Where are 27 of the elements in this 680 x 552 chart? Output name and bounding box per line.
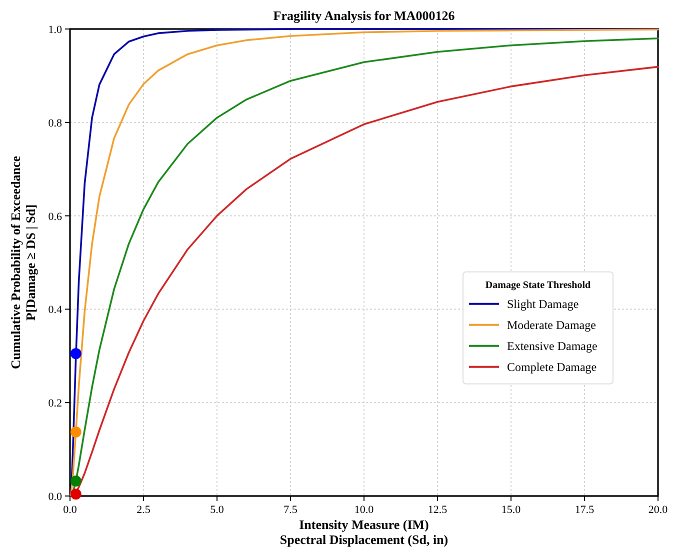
x-tick-label: 5.0 (210, 504, 224, 516)
legend-label: Complete Damage (507, 360, 597, 374)
x-tick-label: 15.0 (501, 504, 522, 516)
legend-title: Damage State Threshold (485, 280, 592, 291)
legend-label: Extensive Damage (507, 338, 598, 353)
x-tick-label: 7.5 (284, 504, 298, 516)
x-tick-label: 2.5 (136, 504, 151, 516)
point (70, 476, 82, 487)
legend-label: Moderate Damage (507, 318, 596, 332)
y-tick-label: 0.6 (48, 210, 62, 223)
chart-title: Fragility Analysis for MA000126 (273, 8, 456, 23)
y-tick-label: 0.4 (48, 304, 62, 316)
x-axis-title: Intensity Measure (IM) Spectral Displacement (Sd, in) (280, 517, 448, 547)
x-tick-label: 0.0 (63, 504, 78, 516)
x-tick-label: 10.0 (354, 504, 374, 516)
legend-label: Slight Damage (507, 296, 579, 311)
point (70, 348, 82, 360)
point (70, 488, 82, 500)
y-axis-title: Cumulative Probability of Exceedance P[Damage ≥ DS | Sd] (8, 156, 38, 370)
x-tick-label: 20.0 (648, 504, 668, 516)
point (70, 426, 82, 438)
y-tick-label: 0.2 (48, 398, 62, 410)
y-tick-label: 0.8 (48, 117, 62, 130)
y-tick-label: 0.0 (48, 491, 62, 503)
x-tick-label: 17.5 (574, 504, 595, 516)
x-tick-label: 12.5 (428, 504, 448, 516)
y-tick-label: 1.0 (48, 24, 62, 36)
